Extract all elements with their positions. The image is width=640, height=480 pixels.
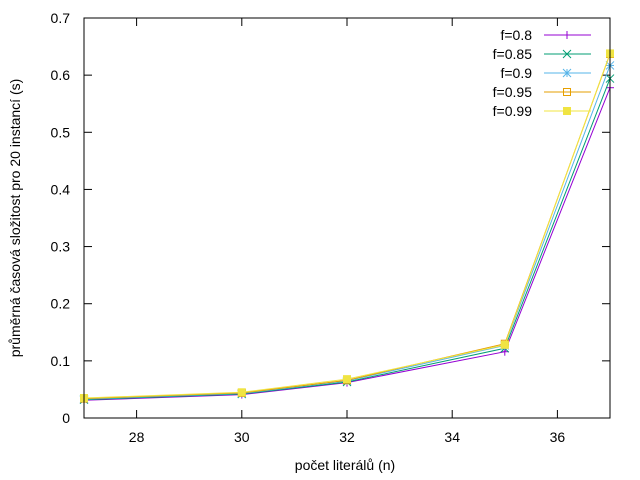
legend-label: f=0.8 — [500, 27, 532, 43]
data-point-marker — [562, 49, 572, 59]
y-tick-label: 0.7 — [51, 10, 71, 26]
data-point-marker — [562, 68, 572, 78]
x-tick-label: 34 — [444, 429, 460, 445]
y-axis-label: průměrná časová složitost pro 20 instanc… — [7, 79, 23, 358]
data-point-marker — [563, 31, 571, 39]
x-tick-label: 36 — [550, 429, 566, 445]
y-tick-label: 0 — [62, 410, 70, 426]
legend-label: f=0.85 — [493, 46, 533, 62]
data-point-marker — [563, 107, 571, 115]
plot-frame — [83, 17, 611, 419]
y-tick-label: 0.3 — [51, 239, 71, 255]
legend-label: f=0.9 — [500, 65, 532, 81]
legend-label: f=0.99 — [493, 103, 533, 119]
legend-entry: f=0.95 — [493, 84, 591, 100]
legend: f=0.8 f=0.85 f=0.9 f=0.95 f=0.99 — [493, 27, 591, 119]
x-axis-label: počet literálů (n) — [295, 457, 395, 473]
x-tick-label: 30 — [234, 429, 250, 445]
legend-entry: f=0.85 — [493, 46, 591, 62]
x-tick-label: 32 — [339, 429, 355, 445]
data-point-marker — [500, 340, 509, 349]
y-tick-label: 0.2 — [51, 296, 71, 312]
series-layer — [79, 49, 615, 405]
y-tick-label: 0.1 — [51, 353, 71, 369]
legend-entry: f=0.9 — [500, 65, 591, 81]
y-tick-label: 0.6 — [51, 67, 71, 83]
legend-label: f=0.95 — [493, 84, 533, 100]
y-tick-label: 0.5 — [51, 124, 71, 140]
data-point-marker — [237, 388, 246, 397]
legend-entry: f=0.8 — [500, 27, 591, 43]
x-tick-label: 28 — [129, 429, 145, 445]
data-point-marker — [343, 375, 351, 384]
y-tick-label: 0.4 — [51, 181, 71, 197]
data-point-marker — [563, 88, 571, 96]
legend-entry: f=0.99 — [493, 103, 591, 119]
